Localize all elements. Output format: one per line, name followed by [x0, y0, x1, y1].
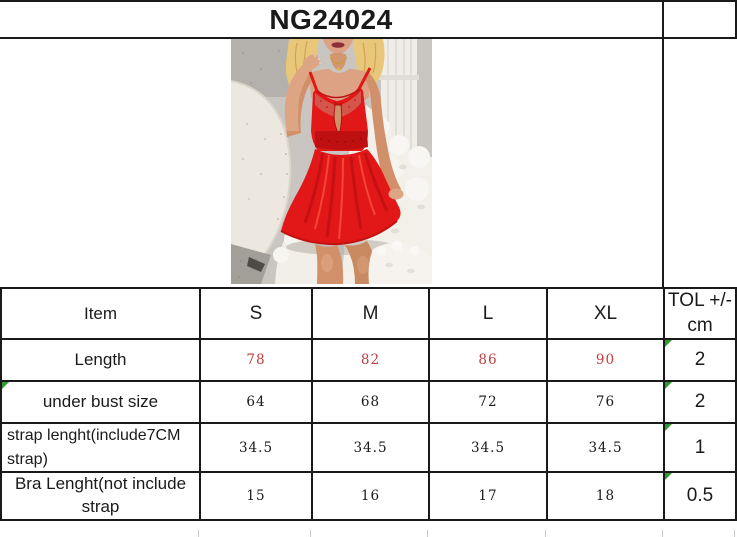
error-flag-icon	[3, 383, 9, 390]
value-cell: 34.5	[428, 422, 548, 473]
row-label-under-bust: under bust size	[0, 380, 201, 425]
gridline-stub	[545, 530, 546, 537]
product-photo-illustration	[230, 39, 432, 284]
value-cell: 17	[428, 470, 548, 521]
sheet-top-border	[0, 0, 737, 2]
dress-skirt	[280, 149, 401, 246]
table-row-length: Length 78 82 86 90 2	[0, 338, 737, 383]
tol-value-cell: 0.5	[663, 470, 737, 521]
table-row-strap-length: strap lenght(include7CM strap) 34.5 34.5…	[0, 422, 737, 473]
raised-hand	[303, 54, 321, 71]
value-cell: 16	[311, 470, 430, 521]
value-cell: 15	[199, 470, 313, 521]
title-bottom-border	[0, 37, 737, 39]
value-cell: 76	[546, 380, 665, 425]
dress-bodice	[311, 87, 368, 151]
gridline-stub	[662, 530, 663, 537]
gridline-stub	[198, 530, 199, 537]
value-cell: 90	[546, 338, 665, 383]
column-header-tol: TOL +/- cm	[663, 286, 737, 341]
lips	[331, 42, 345, 48]
column-header-item: Item	[0, 286, 201, 341]
error-flag-icon	[666, 383, 672, 390]
table-row-bra-length: Bra Lenght(not include strap 15 16 17 18…	[0, 470, 737, 521]
product-code-title: NG24024	[269, 3, 393, 35]
column-header-s: S	[199, 286, 313, 341]
value-cell: 86	[428, 338, 548, 383]
table-row-under-bust: under bust size 64 68 72 76 2	[0, 380, 737, 425]
necklace	[329, 56, 348, 65]
value-cell: 34.5	[199, 422, 313, 473]
row-label-bra-length: Bra Lenght(not include strap	[0, 470, 201, 521]
value-cell: 34.5	[311, 422, 430, 473]
value-cell: 78	[199, 338, 313, 383]
hand-at-hem	[388, 188, 404, 200]
tol-value-cell: 2	[663, 338, 737, 383]
value-cell: 68	[311, 380, 430, 425]
tol-value-cell: 2	[663, 380, 737, 425]
row-label-strap-length: strap lenght(include7CM strap)	[0, 422, 201, 473]
chaise-decor	[230, 80, 292, 261]
value-cell: 34.5	[546, 422, 665, 473]
gridline-stub	[427, 530, 428, 537]
value-cell: 72	[428, 380, 548, 425]
product-photo	[230, 39, 432, 284]
gridline-stub	[310, 530, 311, 537]
tol-value-cell: 1	[663, 422, 737, 473]
gridline-stub	[734, 530, 735, 537]
value-cell: 64	[199, 380, 313, 425]
size-table: Item S M L XL TOL +/- cm Length 78 82 86…	[0, 286, 737, 521]
error-flag-icon	[666, 341, 672, 348]
value-cell: 18	[546, 470, 665, 521]
column-header-xl: XL	[546, 286, 665, 341]
error-flag-icon	[666, 425, 672, 432]
vertical-divider	[662, 0, 664, 287]
column-header-m: M	[311, 286, 430, 341]
error-flag-icon	[666, 473, 672, 480]
value-cell: 82	[311, 338, 430, 383]
title-right-border	[735, 0, 737, 39]
column-header-l: L	[428, 286, 548, 341]
row-label-length: Length	[0, 338, 201, 383]
